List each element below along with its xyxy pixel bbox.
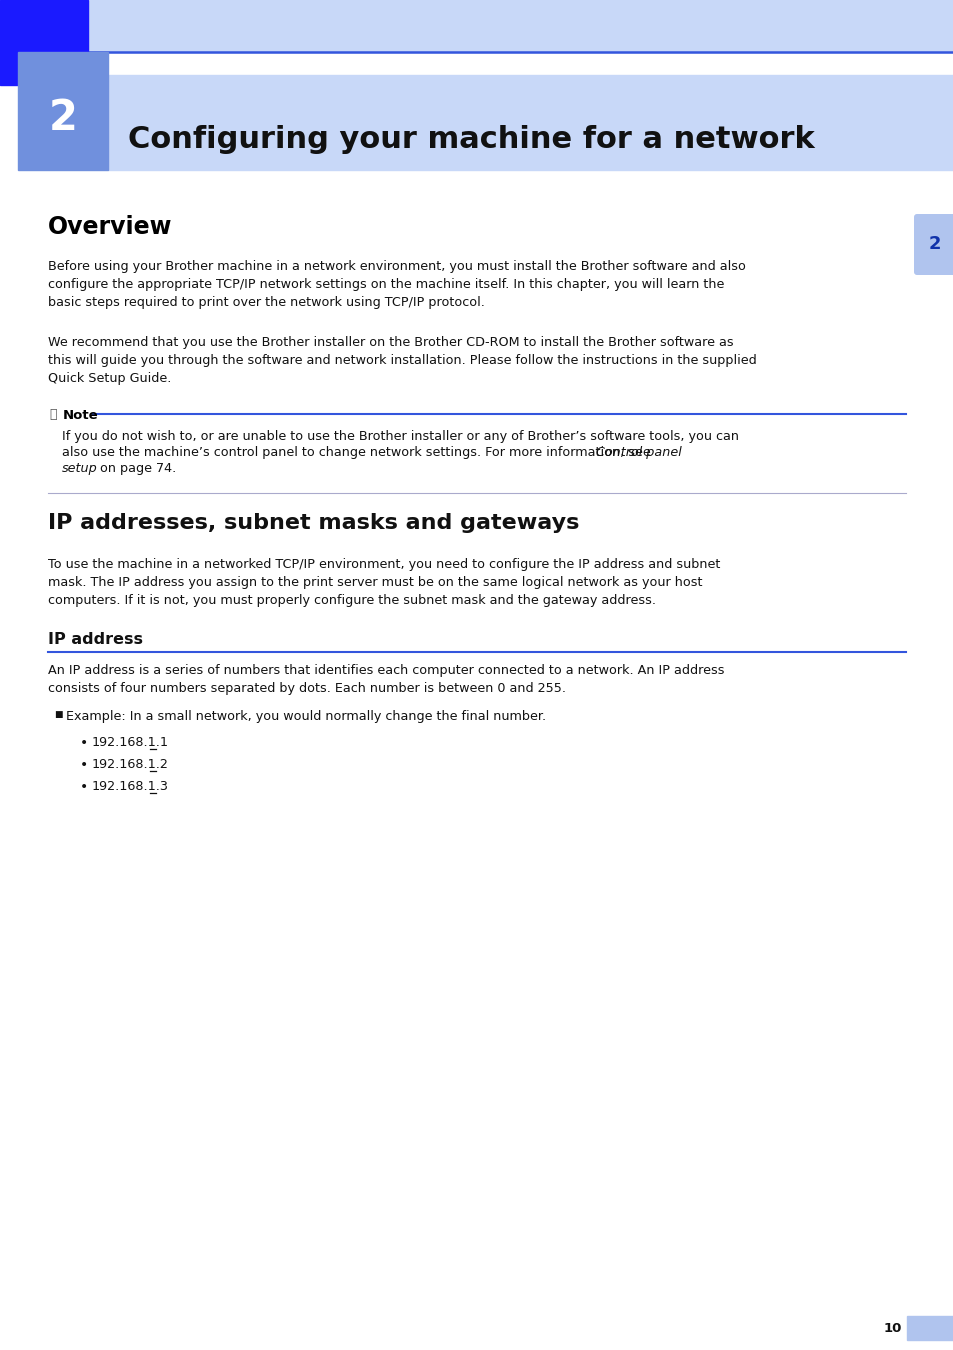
Text: Before using your Brother machine in a network environment, you must install the: Before using your Brother machine in a n…	[48, 261, 745, 309]
Text: To use the machine in a networked TCP/IP environment, you need to configure the : To use the machine in a networked TCP/IP…	[48, 558, 720, 608]
Text: 2: 2	[49, 97, 77, 139]
Text: 📝: 📝	[49, 408, 56, 421]
Bar	[906, 1316, 953, 1341]
Text: ■: ■	[54, 710, 63, 720]
Text: Configuring your machine for a network: Configuring your machine for a network	[128, 124, 814, 154]
Text: •: •	[80, 736, 89, 751]
Bar	[108, 76, 953, 170]
Text: 10: 10	[882, 1322, 901, 1335]
Text: Control panel: Control panel	[596, 446, 681, 459]
Text: 192.168.1.1: 192.168.1.1	[91, 736, 169, 749]
Text: 192.168.1.3: 192.168.1.3	[91, 780, 169, 792]
Text: also use the machine’s control panel to change network settings. For more inform: also use the machine’s control panel to …	[62, 446, 654, 459]
FancyBboxPatch shape	[913, 215, 953, 275]
Text: 2: 2	[928, 235, 941, 252]
Text: IP addresses, subnet masks and gateways: IP addresses, subnet masks and gateways	[48, 513, 578, 533]
Text: •: •	[80, 780, 89, 794]
Bar	[0, 0, 88, 85]
Text: 192.168.1.2: 192.168.1.2	[91, 757, 169, 771]
Text: We recommend that you use the Brother installer on the Brother CD-ROM to install: We recommend that you use the Brother in…	[48, 336, 756, 385]
Text: Example: In a small network, you would normally change the final number.: Example: In a small network, you would n…	[66, 710, 545, 724]
Text: Note: Note	[63, 409, 98, 423]
Bar	[0, 0, 953, 53]
Text: An IP address is a series of numbers that identifies each computer connected to : An IP address is a series of numbers tha…	[48, 664, 723, 695]
Text: on page 74.: on page 74.	[96, 462, 176, 475]
Text: •: •	[80, 757, 89, 772]
Text: IP address: IP address	[48, 632, 143, 647]
Text: Overview: Overview	[48, 215, 172, 239]
Bar	[18, 53, 108, 170]
Text: setup: setup	[62, 462, 97, 475]
Text: If you do not wish to, or are unable to use the Brother installer or any of Brot: If you do not wish to, or are unable to …	[62, 431, 739, 443]
